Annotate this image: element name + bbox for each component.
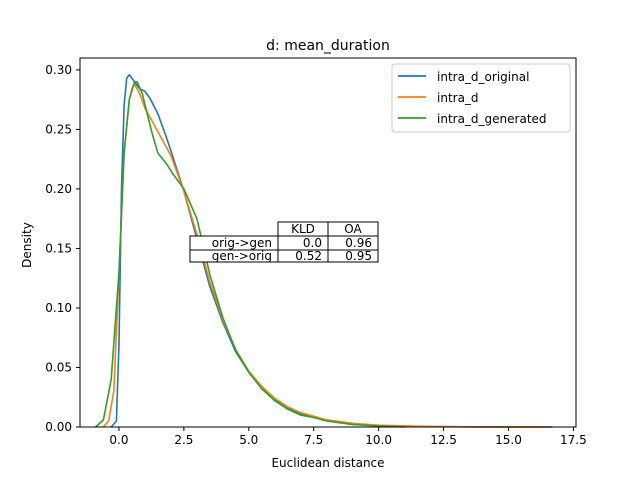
legend-label: intra_d	[437, 91, 479, 105]
legend: intra_d_original intra_d intra_d_generat…	[391, 63, 571, 133]
table-row-label: gen->orig	[212, 249, 272, 263]
table-cell: 0.0	[303, 236, 322, 250]
chart-title: d: mean_duration	[266, 38, 390, 54]
y-tick-label: 0.30	[45, 63, 72, 77]
table-row-label: orig->gen	[212, 236, 272, 250]
x-axis-label: Euclidean distance	[271, 456, 384, 470]
y-tick-label: 0.05	[45, 360, 72, 374]
y-axis-label: Density	[20, 222, 34, 268]
x-tick-label: 15.0	[495, 433, 522, 447]
y-tick-label: 0.25	[45, 122, 72, 136]
y-tick-label: 0.20	[45, 182, 72, 196]
y-tick-label: 0.10	[45, 301, 72, 315]
legend-label: intra_d_original	[437, 70, 529, 84]
x-tick-label: 5.0	[239, 433, 258, 447]
stats-table: KLD OA orig->gen 0.0 0.96 gen->orig 0.52…	[189, 221, 379, 263]
x-tick-label: 2.5	[174, 433, 193, 447]
table-col-header: OA	[344, 222, 362, 236]
y-tick-label: 0.00	[45, 420, 72, 434]
plot-frame	[79, 57, 577, 428]
x-tick-label: 0.0	[109, 433, 128, 447]
table-col-header: KLD	[291, 222, 315, 236]
table-cell: 0.52	[295, 249, 322, 263]
x-tick-label: 12.5	[430, 433, 457, 447]
y-tick-label: 0.15	[45, 241, 72, 255]
series-line-intra-d-generated	[95, 81, 405, 428]
legend-label: intra_d_generated	[437, 112, 547, 126]
table-cell: 0.96	[345, 236, 372, 250]
axis-ticks: 0.0 2.5 5.0 7.5 10.0 12.5 15.0 17.5 0.00 0.05 0.10…	[45, 63, 586, 447]
x-tick-label: 17.5	[560, 433, 587, 447]
x-tick-label: 10.0	[365, 433, 392, 447]
x-tick-label: 7.5	[304, 433, 323, 447]
table-cell: 0.95	[345, 249, 372, 263]
legend-box	[391, 63, 571, 133]
